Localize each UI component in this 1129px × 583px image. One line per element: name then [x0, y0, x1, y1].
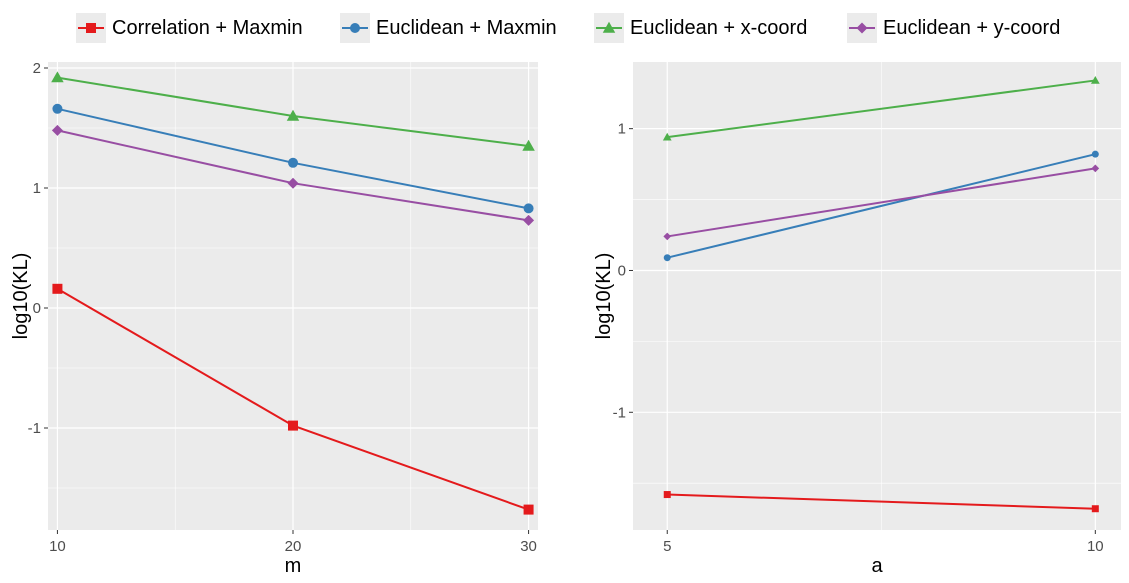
triangle-icon	[602, 21, 616, 33]
data-point	[52, 283, 63, 294]
legend-item-euclidean-maxmin: Euclidean + Maxmin	[340, 8, 557, 48]
tick-label-y: 0	[33, 300, 41, 317]
tick-label-y: 1	[618, 121, 626, 138]
legend-key	[594, 13, 624, 43]
series-line	[667, 167, 1096, 238]
series-line	[667, 153, 1096, 259]
series-euclidean-y-coord	[51, 124, 535, 226]
legend-label: Euclidean + y-coord	[883, 16, 1061, 39]
series-correlation-maxmin	[52, 283, 534, 515]
series-euclidean-maxmin	[663, 150, 1099, 262]
data-point	[523, 504, 534, 515]
series-correlation-maxmin	[663, 491, 1099, 513]
series-euclidean-maxmin	[52, 103, 534, 214]
data-point	[523, 203, 534, 214]
x-axis-title: m	[285, 555, 302, 577]
data-point	[662, 132, 672, 141]
tick-label-y: -1	[28, 420, 41, 437]
legend-key	[76, 13, 106, 43]
diamond-icon	[856, 22, 868, 34]
data-point	[523, 214, 535, 226]
tick-label-y: -1	[613, 404, 626, 421]
legend-item-euclidean-xcoord: Euclidean + x-coord	[594, 8, 807, 48]
legend-item-euclidean-ycoord: Euclidean + y-coord	[847, 8, 1060, 48]
legend-key	[340, 13, 370, 43]
circle-icon	[350, 23, 360, 33]
tick-label-x: 5	[663, 538, 671, 555]
data-point	[288, 157, 298, 168]
tick-label-x: 10	[49, 538, 66, 555]
series-euclidean-x-coord	[51, 71, 535, 151]
tick-label-x: 20	[285, 538, 302, 555]
triangle-icon	[602, 21, 616, 33]
data-point	[1091, 164, 1100, 173]
chart-panel-m: -1 0 1 2 10 20 30 m log10(KL)	[10, 60, 538, 577]
data-point	[288, 420, 298, 431]
data-point	[663, 491, 671, 499]
legend-key	[847, 13, 877, 43]
legend-label: Euclidean + Maxmin	[376, 16, 557, 39]
series-euclidean-x-coord	[662, 76, 1100, 141]
data-point	[286, 109, 300, 121]
data-point	[51, 124, 63, 136]
circle-icon	[350, 23, 360, 33]
square-icon	[86, 23, 96, 33]
x-axis-title: a	[871, 555, 883, 577]
series-line	[667, 79, 1096, 139]
y-axis-title: log10(KL)	[10, 253, 32, 340]
y-axis-title: log10(KL)	[593, 253, 615, 340]
tick-label-y: 0	[618, 262, 626, 279]
series-line	[667, 493, 1096, 510]
tick-label-y: 1	[33, 180, 41, 197]
tick-label-y: 2	[33, 60, 41, 77]
diamond-icon	[856, 22, 868, 34]
data-point	[1091, 505, 1099, 513]
data-point	[663, 232, 672, 241]
data-point	[51, 71, 64, 83]
tick-label-x: 10	[1087, 538, 1104, 555]
plot-background	[633, 62, 1121, 530]
legend-label: Correlation + Maxmin	[112, 16, 303, 39]
tick-label-x: 30	[520, 538, 537, 555]
data-point	[1091, 150, 1099, 158]
legend-item-correlation-maxmin: Correlation + Maxmin	[76, 8, 303, 48]
chart-panel-a: -1 0 1 5 10 a log10(KL)	[593, 62, 1121, 577]
data-point	[52, 103, 63, 114]
series-euclidean-y-coord	[663, 164, 1100, 241]
data-point	[287, 177, 299, 189]
data-point	[1090, 76, 1100, 84]
data-point	[663, 254, 671, 262]
chart-legend: Correlation + Maxmin Euclidean + Maxmin …	[0, 8, 1129, 48]
data-point	[522, 139, 535, 151]
square-icon	[86, 23, 96, 33]
legend-label: Euclidean + x-coord	[630, 16, 808, 39]
